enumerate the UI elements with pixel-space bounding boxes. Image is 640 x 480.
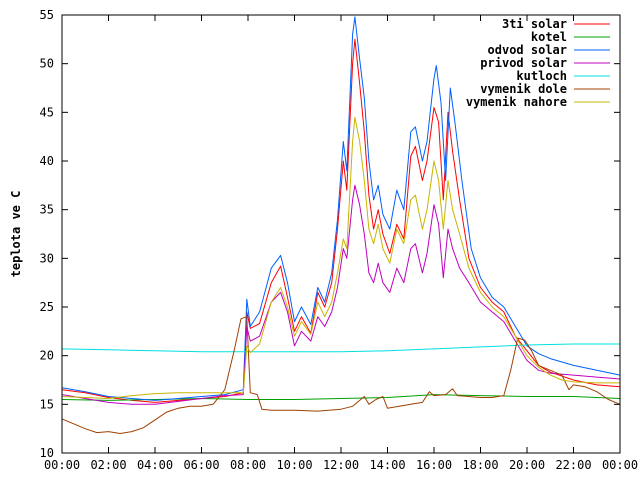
x-tick-label-10: 20:00 xyxy=(509,458,545,472)
legend-label-5: vymenik dole xyxy=(480,82,567,96)
y-tick-label-6: 40 xyxy=(40,154,54,168)
x-tick-label-0: 00:00 xyxy=(44,458,80,472)
y-axis-label: teplota ve C xyxy=(9,191,23,278)
series-line-vymenik-dole xyxy=(61,316,621,434)
x-tick-label-9: 18:00 xyxy=(462,458,498,472)
series-line-privod-solar xyxy=(61,184,621,405)
series-line-kutloch xyxy=(61,343,620,353)
x-tick-label-4: 08:00 xyxy=(230,458,266,472)
x-tick-label-6: 12:00 xyxy=(323,458,359,472)
y-tick-label-0: 10 xyxy=(40,446,54,460)
y-tick-label-1: 15 xyxy=(40,397,54,411)
x-tick-label-11: 22:00 xyxy=(555,458,591,472)
x-tick-label-12: 00:00 xyxy=(602,458,638,472)
y-tick-label-7: 45 xyxy=(40,105,54,119)
y-tick-label-4: 30 xyxy=(40,251,54,265)
x-tick-label-7: 14:00 xyxy=(369,458,405,472)
legend-label-0: 3ti solar xyxy=(502,17,567,31)
y-tick-label-2: 20 xyxy=(40,349,54,363)
x-tick-label-1: 02:00 xyxy=(90,458,126,472)
x-tick-label-5: 10:00 xyxy=(276,458,312,472)
x-tick-label-2: 04:00 xyxy=(137,458,173,472)
x-tick-label-3: 06:00 xyxy=(183,458,219,472)
legend-label-4: kutloch xyxy=(516,69,567,83)
legend-label-1: kotel xyxy=(531,30,567,44)
axis-ticks: 10 15 20 25 30 35 40 45 50 55 00:00 02:00 04:00 06:00… xyxy=(40,8,639,472)
series-line-3ti-solar xyxy=(61,38,621,403)
series-line-vymenik-nahore xyxy=(61,116,620,399)
series-line-odvod-solar xyxy=(61,16,621,401)
y-tick-label-5: 35 xyxy=(40,203,54,217)
y-tick-label-3: 25 xyxy=(40,300,54,314)
y-tick-label-9: 55 xyxy=(40,8,54,22)
x-tick-label-8: 16:00 xyxy=(416,458,452,472)
legend-label-6: vymenik nahore xyxy=(466,95,567,109)
series-layer xyxy=(61,16,621,434)
series-line-kotel xyxy=(61,394,621,401)
y-tick-label-8: 50 xyxy=(40,57,54,71)
legend-label-2: odvod solar xyxy=(488,43,567,57)
legend-label-3: privod solar xyxy=(480,56,567,70)
